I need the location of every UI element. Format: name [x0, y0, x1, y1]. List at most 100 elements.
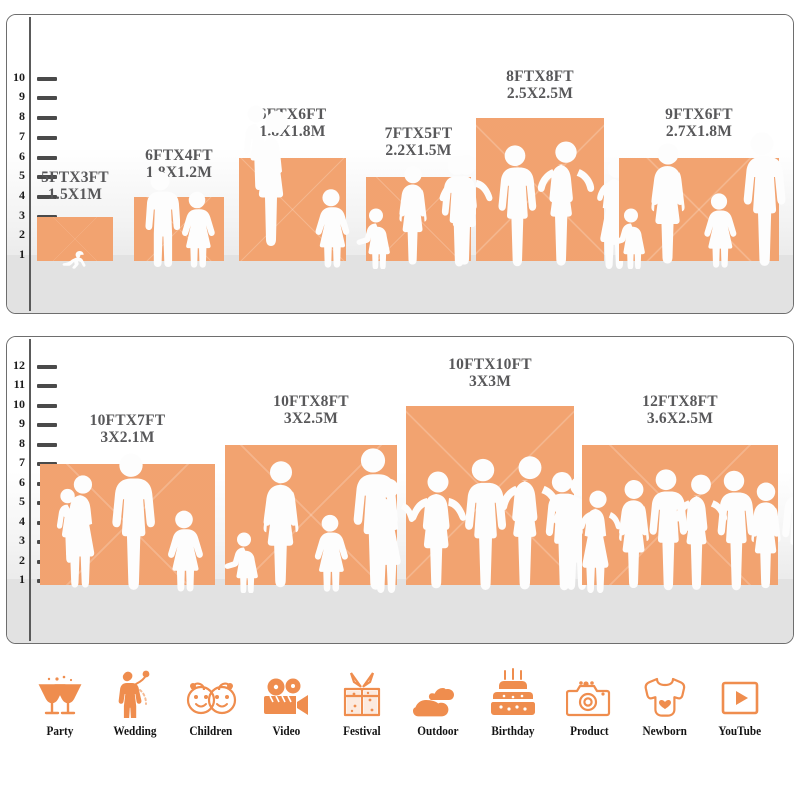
person-silhouette	[536, 139, 596, 269]
wedding-couple-icon	[116, 660, 154, 718]
y-axis-tick-label: 2	[19, 227, 25, 242]
backdrop-size-feet: 5FTX3FT	[41, 168, 109, 186]
y-axis-tick-label: 3	[19, 533, 25, 547]
use-case-item-birthday[interactable]: Birthday	[476, 660, 552, 760]
backdrop-size-feet: 10FTX10FT	[448, 355, 532, 373]
person-silhouette	[612, 478, 655, 593]
use-case-item-video[interactable]: Video	[249, 660, 325, 760]
use-case-label: Outdoor	[417, 724, 459, 738]
person-silhouette	[310, 513, 349, 593]
backdrop-size-bar[interactable]	[476, 118, 604, 261]
person-silhouette	[456, 456, 509, 593]
y-axis-tick-label: 4	[19, 513, 25, 528]
gift-box-icon	[339, 660, 385, 718]
backdrop-size-feet: 6FTX4FT	[145, 146, 213, 164]
video-camera-icon	[263, 660, 311, 718]
backdrop-size-feet: 12FTX8FT	[642, 392, 718, 410]
chart-panel-small-medium: 1 2 3 4 5 6 7 8 9 10 5FTX3FT 1.5X1M 6FTX4FT 1.8X1.2M…	[6, 14, 794, 314]
camera-product-icon	[565, 660, 612, 718]
y-axis-tick-label: 5	[19, 494, 25, 508]
people-silhouette-group	[368, 456, 608, 593]
person-silhouette	[610, 207, 650, 269]
y-axis-tick	[37, 116, 57, 121]
people-silhouette-group	[134, 169, 224, 269]
person-silhouette	[735, 130, 789, 269]
y-axis-tick-label: 9	[19, 416, 25, 430]
people-silhouette-group	[439, 135, 642, 269]
backdrop-size-label: 10FTX8FT 3X2.5M	[195, 393, 427, 427]
panel2-floor	[7, 579, 793, 643]
person-silhouette	[311, 187, 351, 269]
y-axis-tick-label: 9	[19, 89, 25, 104]
backdrop-size-bar[interactable]	[37, 216, 113, 261]
backdrop-size-label: 12FTX8FT 3.6X2.5M	[552, 392, 793, 427]
use-case-label: Festival	[343, 724, 381, 738]
person-silhouette	[163, 509, 204, 593]
backdrop-size-label: 7FTX5FT 2.2X1.5M	[336, 125, 501, 159]
y-axis-tick	[37, 135, 57, 140]
backdrop-size-feet: 9FTX6FT	[665, 105, 733, 123]
person-silhouette	[52, 470, 110, 593]
use-case-label: Party	[46, 724, 74, 738]
chart-panel-medium-large: 1 2 3 4 5 6 7 8 9 10 11 12 10FTX7FT 3X2.1M 10FTX8FT 3X…	[6, 336, 794, 644]
people-silhouette-group	[611, 132, 786, 269]
backdrop-size-meters: 3.6X2.5M	[646, 409, 714, 427]
use-case-item-outdoor[interactable]: Outdoor	[400, 660, 476, 760]
backdrop-size-meters: 3X3M	[468, 372, 512, 390]
y-axis-tick-label: 12	[13, 357, 25, 372]
y-axis-tick-label: 10	[13, 69, 25, 84]
person-silhouette	[437, 145, 495, 269]
people-silhouette-group	[223, 448, 398, 593]
use-case-item-product[interactable]: Product	[551, 660, 627, 760]
y-axis-tick-label: 8	[19, 109, 25, 124]
cloud-outdoor-icon	[412, 660, 463, 718]
person-silhouette	[710, 468, 758, 593]
people-silhouette-group	[37, 239, 113, 269]
use-case-item-newborn[interactable]: Newborn	[627, 660, 703, 760]
y-axis-tick-label: 7	[19, 455, 25, 469]
person-silhouette	[223, 531, 263, 593]
person-silhouette	[538, 470, 586, 593]
person-silhouette	[574, 485, 622, 593]
y-axis-tick-label: 3	[19, 207, 25, 222]
backdrop-size-label: 10FTX7FT 3X2.1M	[10, 412, 245, 446]
person-silhouette	[344, 446, 401, 593]
use-case-item-youtube[interactable]: YouTube	[702, 660, 778, 760]
y-axis-tick-label: 5	[19, 168, 25, 183]
backdrop-size-feet: 10FTX7FT	[89, 412, 166, 429]
use-case-item-wedding[interactable]: Wedding	[98, 660, 174, 760]
use-case-item-party[interactable]: Party	[22, 660, 98, 760]
use-case-item-festival[interactable]: Festival	[324, 660, 400, 760]
use-case-label: Birthday	[491, 724, 535, 738]
newborn-onesie-icon	[643, 660, 687, 718]
y-axis-tick-label: 6	[19, 148, 25, 163]
backdrop-size-label: 9FTX6FT 2.7X1.8M	[589, 105, 793, 140]
backdrop-size-label: 8FTX8FT 2.5X2.5M	[446, 68, 634, 102]
people-silhouette-group	[40, 453, 215, 593]
y-axis-tick-label: 11	[13, 377, 25, 391]
person-silhouette	[140, 169, 180, 269]
use-case-item-children[interactable]: Children	[173, 660, 249, 760]
backdrop-size-meters: 3X2.5M	[283, 409, 339, 427]
y-axis-tick-label: 4	[19, 187, 25, 202]
use-case-icon-strip: Party Wedding Children Video Festival Outdoor…	[0, 660, 800, 760]
person-silhouette	[355, 207, 395, 269]
person-silhouette	[491, 143, 540, 269]
backdrop-size-feet: 10FTX8FT	[273, 392, 349, 410]
person-silhouette	[745, 480, 787, 593]
backdrop-size-meters: 2.7X1.8M	[665, 122, 733, 140]
backdrop-size-feet: 7FTX5FT	[384, 125, 453, 143]
people-silhouette-group	[545, 459, 793, 593]
party-cheers-icon	[37, 660, 83, 718]
y-axis-tick	[37, 155, 57, 160]
y-axis-tick	[37, 175, 57, 180]
person-silhouette	[103, 451, 158, 593]
backdrop-size-meters: 1.5X1M	[47, 185, 103, 203]
person-silhouette	[700, 192, 738, 269]
y-axis-tick	[37, 423, 57, 427]
y-axis-tick-label: 7	[19, 128, 25, 143]
y-axis-tick	[37, 76, 57, 81]
y-axis-tick	[37, 403, 57, 408]
use-case-label: Children	[189, 724, 233, 738]
backdrop-size-feet: 8FTX8FT	[506, 68, 574, 86]
